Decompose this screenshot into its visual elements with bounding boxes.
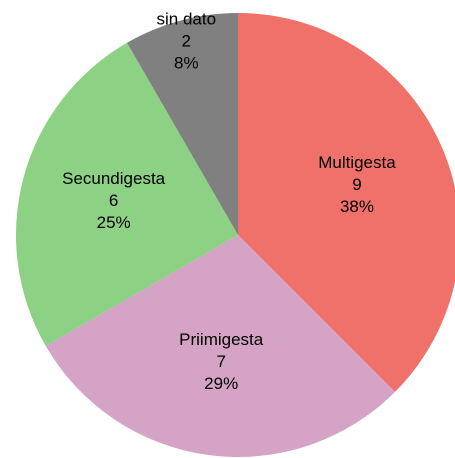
- pie-slice: [238, 13, 455, 392]
- slice-value: 7: [216, 352, 225, 371]
- slice-label: Priimigesta: [179, 330, 264, 349]
- slice-label: Multigesta: [318, 153, 396, 172]
- slice-value: 2: [182, 31, 191, 50]
- pie-slice: [45, 235, 395, 457]
- pie-slice: [127, 13, 238, 235]
- slice-percent: 38%: [340, 197, 374, 216]
- slice-value: 9: [352, 175, 361, 194]
- slice-percent: 29%: [204, 374, 238, 393]
- slice-label: sin dato: [157, 9, 217, 28]
- slice-percent: 8%: [174, 53, 199, 72]
- slice-percent: 25%: [97, 213, 131, 232]
- pie-slice: [15, 42, 238, 346]
- slice-label: Secundigesta: [62, 169, 166, 188]
- slice-value: 6: [109, 191, 118, 210]
